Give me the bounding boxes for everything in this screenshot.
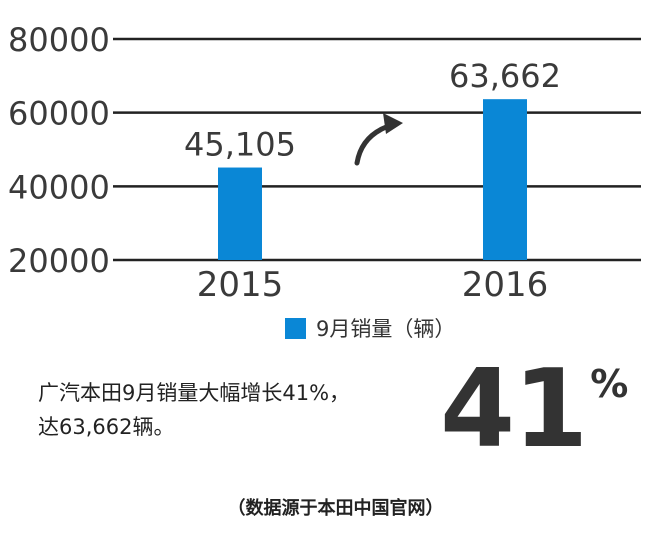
caption-line-1: 广汽本田9月销量大幅增长41%， — [38, 381, 351, 405]
legend: 9月销量（辆） — [285, 313, 455, 343]
y-tick-label: 60000 — [8, 95, 110, 133]
percent-sign: % — [590, 362, 629, 406]
x-category-label: 2015 — [197, 265, 284, 305]
y-tick-label: 20000 — [8, 242, 110, 280]
bar — [483, 99, 527, 260]
y-tick-label: 40000 — [8, 168, 110, 206]
y-tick-label: 80000 — [8, 21, 110, 59]
bar-chart: 20000 40000 60000 80000 45,105 2015 63,662 2016 — [8, 21, 641, 305]
data-label: 63,662 — [449, 57, 561, 95]
caption: 广汽本田9月销量大幅增长41%， 达63,662辆。 — [38, 376, 418, 444]
bar — [218, 167, 262, 260]
x-category-label: 2016 — [462, 265, 549, 305]
growth-highlight: 41 % — [440, 350, 628, 470]
source-note: （数据源于本田中国官网） — [227, 498, 444, 519]
caption-line-2: 达63,662辆。 — [38, 415, 175, 439]
data-label: 45,105 — [184, 126, 296, 164]
trend-arrowhead-icon — [383, 113, 403, 134]
legend-label: 9月销量（辆） — [316, 317, 456, 341]
growth-number: 41 — [440, 347, 588, 472]
legend-swatch — [285, 317, 306, 339]
